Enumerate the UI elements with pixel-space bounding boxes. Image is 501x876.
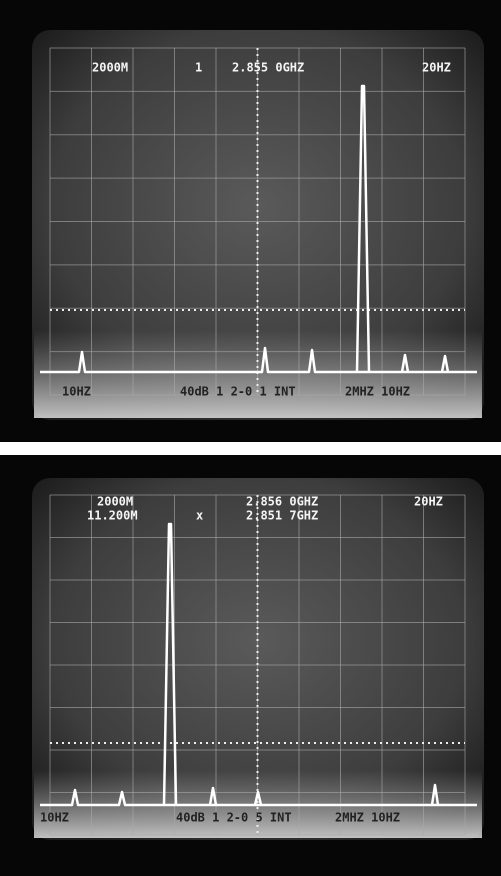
screen-label: 1 xyxy=(195,61,202,75)
screen-label: 20HZ xyxy=(414,495,443,509)
screen-label: 2000M xyxy=(97,495,133,509)
footer-label: 10HZ xyxy=(40,811,69,825)
screen-label: 11.200M xyxy=(87,509,138,523)
screen-label: 2.855 0GHZ xyxy=(232,61,304,75)
screen-label: 20HZ xyxy=(422,61,451,75)
footer-label: 2MHZ 10HZ xyxy=(335,811,400,825)
footer-label: 40dB 1 2-0 1 INT xyxy=(180,385,296,399)
page: 2000M 1 2.855 0GHZ 20HZ 10HZ 40dB 1 2-0 1 INT… xyxy=(0,0,501,876)
screen-label: 2.851 7GHZ xyxy=(246,509,318,523)
footer-label: 40dB 1 2-0 5 INT xyxy=(176,811,292,825)
photo: 2000M 1 2.855 0GHZ 20HZ 10HZ 40dB 1 2-0 1 INT… xyxy=(0,0,501,876)
footer-label: 10HZ xyxy=(62,385,91,399)
screen-label: 2000M xyxy=(92,61,128,75)
screen-label: x xyxy=(196,509,203,523)
footer-label: 2MHZ 10HZ xyxy=(345,385,410,399)
screen-label: 2.856 0GHZ xyxy=(246,495,318,509)
